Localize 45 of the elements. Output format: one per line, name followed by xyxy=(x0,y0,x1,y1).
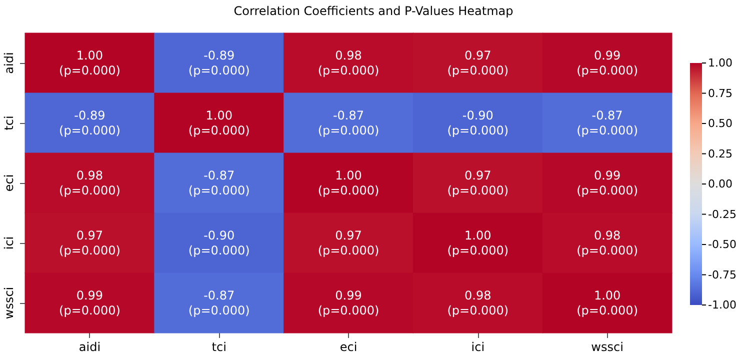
data-label: 0.98 (p=0.000) xyxy=(576,228,638,258)
color-bar-label: -1.00 xyxy=(708,298,736,312)
y-tick-label: ici xyxy=(2,236,16,250)
color-bar-label: 0.00 xyxy=(708,178,732,190)
x-tick-label: ici xyxy=(471,340,485,354)
data-label: 0.98 (p=0.000) xyxy=(447,288,509,318)
data-label: 1.00 (p=0.000) xyxy=(59,48,120,78)
y-tick-label: tci xyxy=(2,116,16,130)
data-label: -0.87 (p=0.000) xyxy=(576,108,638,138)
data-label: -0.89 (p=0.000) xyxy=(188,48,250,78)
color-bar-label: 1.00 xyxy=(708,56,732,70)
data-label: -0.90 (p=0.000) xyxy=(447,108,509,138)
data-label: -0.87 (p=0.000) xyxy=(188,168,250,198)
data-label: 0.97 (p=0.000) xyxy=(59,228,120,258)
data-label: -0.87 (p=0.000) xyxy=(188,288,250,318)
y-tick-label: eci xyxy=(2,174,16,192)
data-label: -0.89 (p=0.000) xyxy=(59,108,120,138)
color-bar-label: -0.50 xyxy=(708,238,736,251)
y-tick-label: wssci xyxy=(2,286,16,320)
color-bar-label: 0.25 xyxy=(708,147,732,160)
x-tick-label: eci xyxy=(340,340,358,354)
data-label: 0.98 (p=0.000) xyxy=(318,48,380,78)
data-label: 0.99 (p=0.000) xyxy=(576,48,638,78)
color-bar-label: 0.75 xyxy=(708,86,732,100)
y-tick-label: aidi xyxy=(2,52,16,74)
data-label: 1.00 (p=0.000) xyxy=(318,168,380,198)
x-tick-label: aidi xyxy=(78,340,101,354)
data-label: 0.99 (p=0.000) xyxy=(318,288,380,318)
chart-title: Correlation Coefficients and P-Values Heatmap xyxy=(234,4,514,18)
x-tick-label: tci xyxy=(212,340,226,354)
color-bar-label: 0.50 xyxy=(708,117,732,130)
data-label: 0.98 (p=0.000) xyxy=(59,168,120,198)
data-label: 0.97 (p=0.000) xyxy=(447,168,509,198)
color-bar-label: -0.75 xyxy=(708,268,736,282)
data-label: 0.99 (p=0.000) xyxy=(59,288,120,318)
data-label: -0.90 (p=0.000) xyxy=(188,228,250,258)
x-tick-label: wssci xyxy=(591,340,624,354)
data-label: -0.87 (p=0.000) xyxy=(318,108,380,138)
color-bar-label: -0.25 xyxy=(708,208,736,221)
data-label: 0.97 (p=0.000) xyxy=(447,48,509,78)
data-label: 0.99 (p=0.000) xyxy=(576,168,638,198)
data-label: 0.97 (p=0.000) xyxy=(318,228,380,258)
data-label: 1.00 (p=0.000) xyxy=(188,108,250,138)
data-label: 1.00 (p=0.000) xyxy=(576,288,638,318)
data-label: 1.00 (p=0.000) xyxy=(447,228,509,258)
